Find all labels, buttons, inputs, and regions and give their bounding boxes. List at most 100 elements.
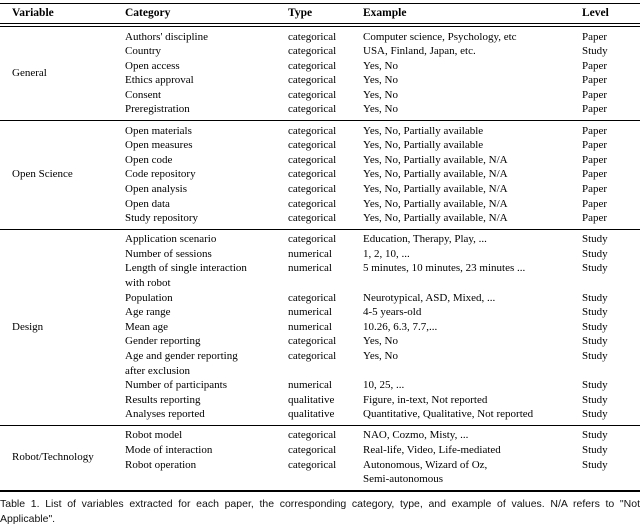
type-cell: categorical [288,139,337,152]
category-cell: Open analysis [125,182,188,195]
table-caption: Table 1. List of variables extracted for… [0,497,640,526]
category-cell: Study repository [125,212,199,225]
category-cell: Mean age [125,320,169,333]
level-cell: Paper [582,74,608,87]
example-cell: Figure, in-text, Not reported [363,393,488,406]
paper-page: Variable Category Type Example Level General… [0,3,640,528]
category-cell: Open code [125,153,173,166]
category-cell: Ethics approval [125,74,194,87]
variable-cell: Design [12,320,44,333]
type-cell: categorical [288,182,337,195]
level-cell: Study [582,393,608,406]
category-cell: Country [125,45,162,58]
level-cell: Study [582,444,608,457]
type-cell: categorical [288,103,337,116]
type-cell: numerical [288,320,332,333]
variables-table: Variable Category Type Example Level General… [0,3,640,492]
category-cell: Number of participants [125,379,228,392]
type-cell: numerical [288,379,332,392]
example-cell: Yes, No, Partially available, N/A [363,168,508,181]
example-cell: Neurotypical, ASD, Mixed, ... [363,291,496,304]
type-cell: categorical [288,291,337,304]
level-cell: Paper [582,197,608,210]
example-cell: Real-life, Video, Life-mediated [363,444,501,457]
example-cell: Yes, No, Partially available, N/A [363,182,508,195]
level-cell: Study [582,429,608,442]
example-cell: 4-5 years-old [363,306,422,319]
level-cell: Study [582,335,608,348]
example-cell: Yes, No [363,349,398,362]
type-cell: categorical [288,335,337,348]
example-cell: Autonomous, Wizard of Oz, Semi-autonomou… [363,458,488,486]
level-cell: Study [582,349,608,362]
type-cell: categorical [288,45,337,58]
variable-cell: Open Science [12,168,73,181]
level-cell: Study [582,458,608,471]
level-cell: Paper [582,168,608,181]
table-header-row: Variable Category Type Example Level [0,4,640,27]
level-cell: Study [582,262,608,275]
type-cell: categorical [288,153,337,166]
example-cell: 10.26, 6.3, 7.7,... [363,320,438,333]
example-cell: Education, Therapy, Play, ... [363,233,487,246]
example-cell: Computer science, Psychology, etc [363,30,517,43]
type-cell: categorical [288,233,337,246]
category-cell: Length of single interaction with robot [125,262,247,289]
table-section-design: Design Application scenario categorical Edu… [0,230,640,426]
column-header: Example [363,7,407,19]
level-cell: Study [582,45,608,58]
example-cell: Yes, No, Partially available, N/A [363,153,508,166]
type-cell: categorical [288,168,337,181]
example-cell: Yes, No, Partially available, N/A [363,197,508,210]
level-cell: Paper [582,88,608,101]
example-cell: Yes, No [363,74,398,87]
category-cell: Age and gender reporting after exclusion [125,349,238,377]
category-cell: Consent [125,88,162,101]
category-cell: Code repository [125,168,196,181]
category-cell: Analyses reported [125,408,205,421]
example-cell: 10, 25, ... [363,379,405,392]
level-cell: Study [582,408,608,421]
category-cell: Number of sessions [125,247,212,260]
category-cell: Application scenario [125,233,217,246]
type-cell: categorical [288,30,337,43]
column-header: Variable [12,7,54,19]
example-cell: Yes, No, Partially available [363,124,484,137]
column-header: Type [288,7,313,19]
example-cell: Quantitative, Qualitative, Not reported [363,408,534,421]
level-cell: Paper [582,182,608,195]
category-cell: Open materials [125,124,192,137]
column-header: Category [125,7,171,19]
example-cell: 1, 2, 10, ... [363,247,410,260]
category-cell: Open access [125,59,180,72]
type-cell: qualitative [288,408,335,421]
type-cell: categorical [288,59,337,72]
example-cell: Yes, No [363,59,398,72]
example-cell: Yes, No [363,335,398,348]
variable-cell: Robot/Technology [12,451,94,464]
category-cell: Results reporting [125,393,201,406]
level-cell: Paper [582,212,608,225]
level-cell: Study [582,233,608,246]
category-cell: Population [125,291,173,304]
type-cell: numerical [288,247,332,260]
column-header: Level [582,7,609,19]
level-cell: Study [582,247,608,260]
example-cell: Yes, No [363,88,398,101]
table-body: General Authors' discipline categorical Com… [0,27,640,490]
type-cell: categorical [288,124,337,137]
category-cell: Open measures [125,139,193,152]
category-cell: Open data [125,197,170,210]
type-cell: categorical [288,212,337,225]
type-cell: categorical [288,444,337,457]
type-cell: categorical [288,429,337,442]
level-cell: Study [582,291,608,304]
category-cell: Mode of interaction [125,444,213,457]
example-cell: Yes, No [363,103,398,116]
level-cell: Paper [582,103,608,116]
example-cell: Yes, No, Partially available, N/A [363,212,508,225]
variable-cell: General [12,66,47,79]
example-cell: Yes, No, Partially available [363,139,484,152]
category-cell: Gender reporting [125,335,201,348]
table-section-robot-technology: Robot/Technology Robot model categorical NA… [0,426,640,490]
